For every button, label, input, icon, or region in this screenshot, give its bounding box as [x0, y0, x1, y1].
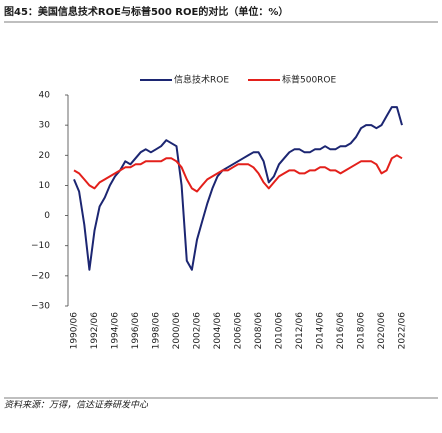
y-tick-label: 10: [39, 181, 51, 191]
x-tick-label: 2002/06: [193, 312, 203, 350]
x-tick-label: 2016/06: [336, 312, 346, 350]
x-tick-label: 2012/06: [295, 312, 305, 350]
x-tick-label: 2020/06: [377, 312, 387, 350]
line-series: [73, 106, 403, 271]
x-tick-label: 2022/06: [398, 312, 408, 350]
x-tick-label: 1992/06: [90, 312, 100, 350]
x-tick-label: 2004/06: [213, 312, 223, 350]
x-tick-label: 2014/06: [316, 312, 326, 350]
x-tick-label: 2000/06: [172, 312, 182, 350]
y-tick-label: −30: [31, 302, 50, 312]
y-tick-label: 30: [39, 121, 51, 131]
y-tick-label: −20: [31, 271, 50, 281]
x-tick-label: 1994/06: [111, 312, 121, 350]
x-tick-label: 1990/06: [70, 312, 80, 350]
x-tick-label: 1998/06: [152, 312, 162, 350]
line-series: [73, 154, 403, 193]
y-tick-label: −10: [31, 241, 50, 251]
x-tick-label: 2010/06: [275, 312, 285, 350]
x-tick-label: 2018/06: [357, 312, 367, 350]
y-tick-label: 20: [39, 151, 51, 161]
y-tick-label: 0: [44, 211, 50, 221]
x-tick-label: 1996/06: [131, 312, 141, 350]
x-tick-label: 2008/06: [254, 312, 264, 350]
legend-label: 信息技术ROE: [174, 74, 229, 86]
legend-label: 标普500ROE: [282, 74, 337, 86]
x-tick-label: 2006/06: [234, 312, 244, 350]
chart-title: 图45：美国信息技术ROE与标普500 ROE的对比（单位：%）: [4, 5, 288, 18]
y-tick-label: 40: [39, 91, 51, 101]
source: 资料来源：万得，信达证券研发中心: [4, 400, 149, 411]
